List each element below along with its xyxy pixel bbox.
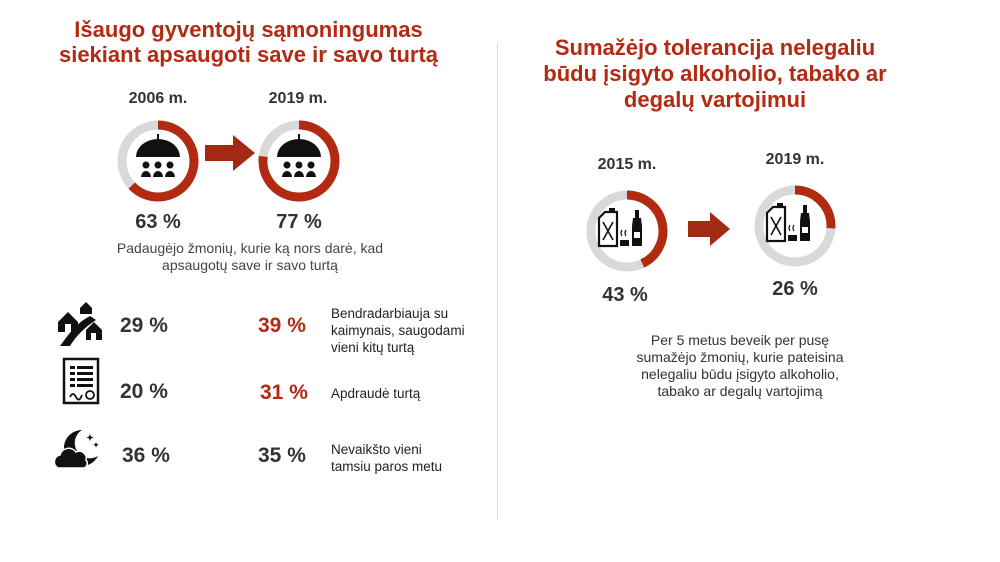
row3-pct-new: 35 % xyxy=(258,444,306,467)
year-label-2019-left: 2019 m. xyxy=(268,90,328,107)
panel-divider xyxy=(497,42,498,520)
right-description: Per 5 metus beveik per pusę sumažėjo žmo… xyxy=(636,332,844,399)
left-description-line1: Padaugėjo žmonių, kurie ką nors darė, ka… xyxy=(116,240,384,256)
umbrella-people-icon xyxy=(136,134,180,177)
year-label-2015: 2015 m. xyxy=(597,156,657,173)
right-title-line1: Sumažėjo tolerancija nelegaliu xyxy=(554,35,876,60)
row3-label: Nevaikšto vieni tamsiu paros metu xyxy=(331,442,443,474)
donut-value-arc xyxy=(626,190,668,268)
arrow-right-icon xyxy=(688,212,730,246)
row3-pct-old: 36 % xyxy=(122,444,170,467)
year-label-2006: 2006 m. xyxy=(128,90,188,107)
left-title-line2: siekiant apsaugoti save ir savo turtą xyxy=(58,42,439,67)
pct-2019-right: 26 % xyxy=(772,278,818,300)
donut-value-arc xyxy=(258,120,340,202)
year-label-2019-right: 2019 m. xyxy=(765,151,825,168)
row2-pct-old: 20 % xyxy=(120,380,168,403)
row2-label: Apdraudė turtą xyxy=(331,386,421,401)
row1-label: Bendradarbiauja su kaimynais, saugodami … xyxy=(331,306,465,355)
moon-cloud-icon xyxy=(53,429,99,469)
donut-value-arc xyxy=(794,185,836,229)
arrow-right-icon xyxy=(205,135,255,171)
donut-value-arc xyxy=(128,120,199,202)
pct-2015: 43 % xyxy=(602,284,648,306)
document-icon xyxy=(62,357,100,405)
donut-2006 xyxy=(117,120,199,202)
left-description-line2: apsaugotų save ir savo turtą xyxy=(162,257,338,273)
donut-2019-right xyxy=(754,185,836,267)
left-title-line1: Išaugo gyventojų sąmoningumas xyxy=(74,17,423,42)
fuel-bottle-icon xyxy=(765,203,810,243)
row1-pct-old: 29 % xyxy=(120,314,168,337)
right-title-line3: degalų vartojimui xyxy=(623,87,807,112)
right-title-line2: būdu įsigyto alkoholio, tabako ar xyxy=(543,61,887,86)
umbrella-people-icon xyxy=(277,134,321,177)
houses-road-icon xyxy=(58,302,102,346)
donut-2015 xyxy=(586,190,668,272)
donut-2019-left xyxy=(258,120,340,202)
pct-2006: 63 % xyxy=(135,211,181,233)
fuel-bottle-icon xyxy=(597,208,642,248)
row1-pct-new: 39 % xyxy=(258,314,306,337)
row2-pct-new: 31 % xyxy=(260,381,308,404)
pct-2019-left: 77 % xyxy=(276,211,322,233)
